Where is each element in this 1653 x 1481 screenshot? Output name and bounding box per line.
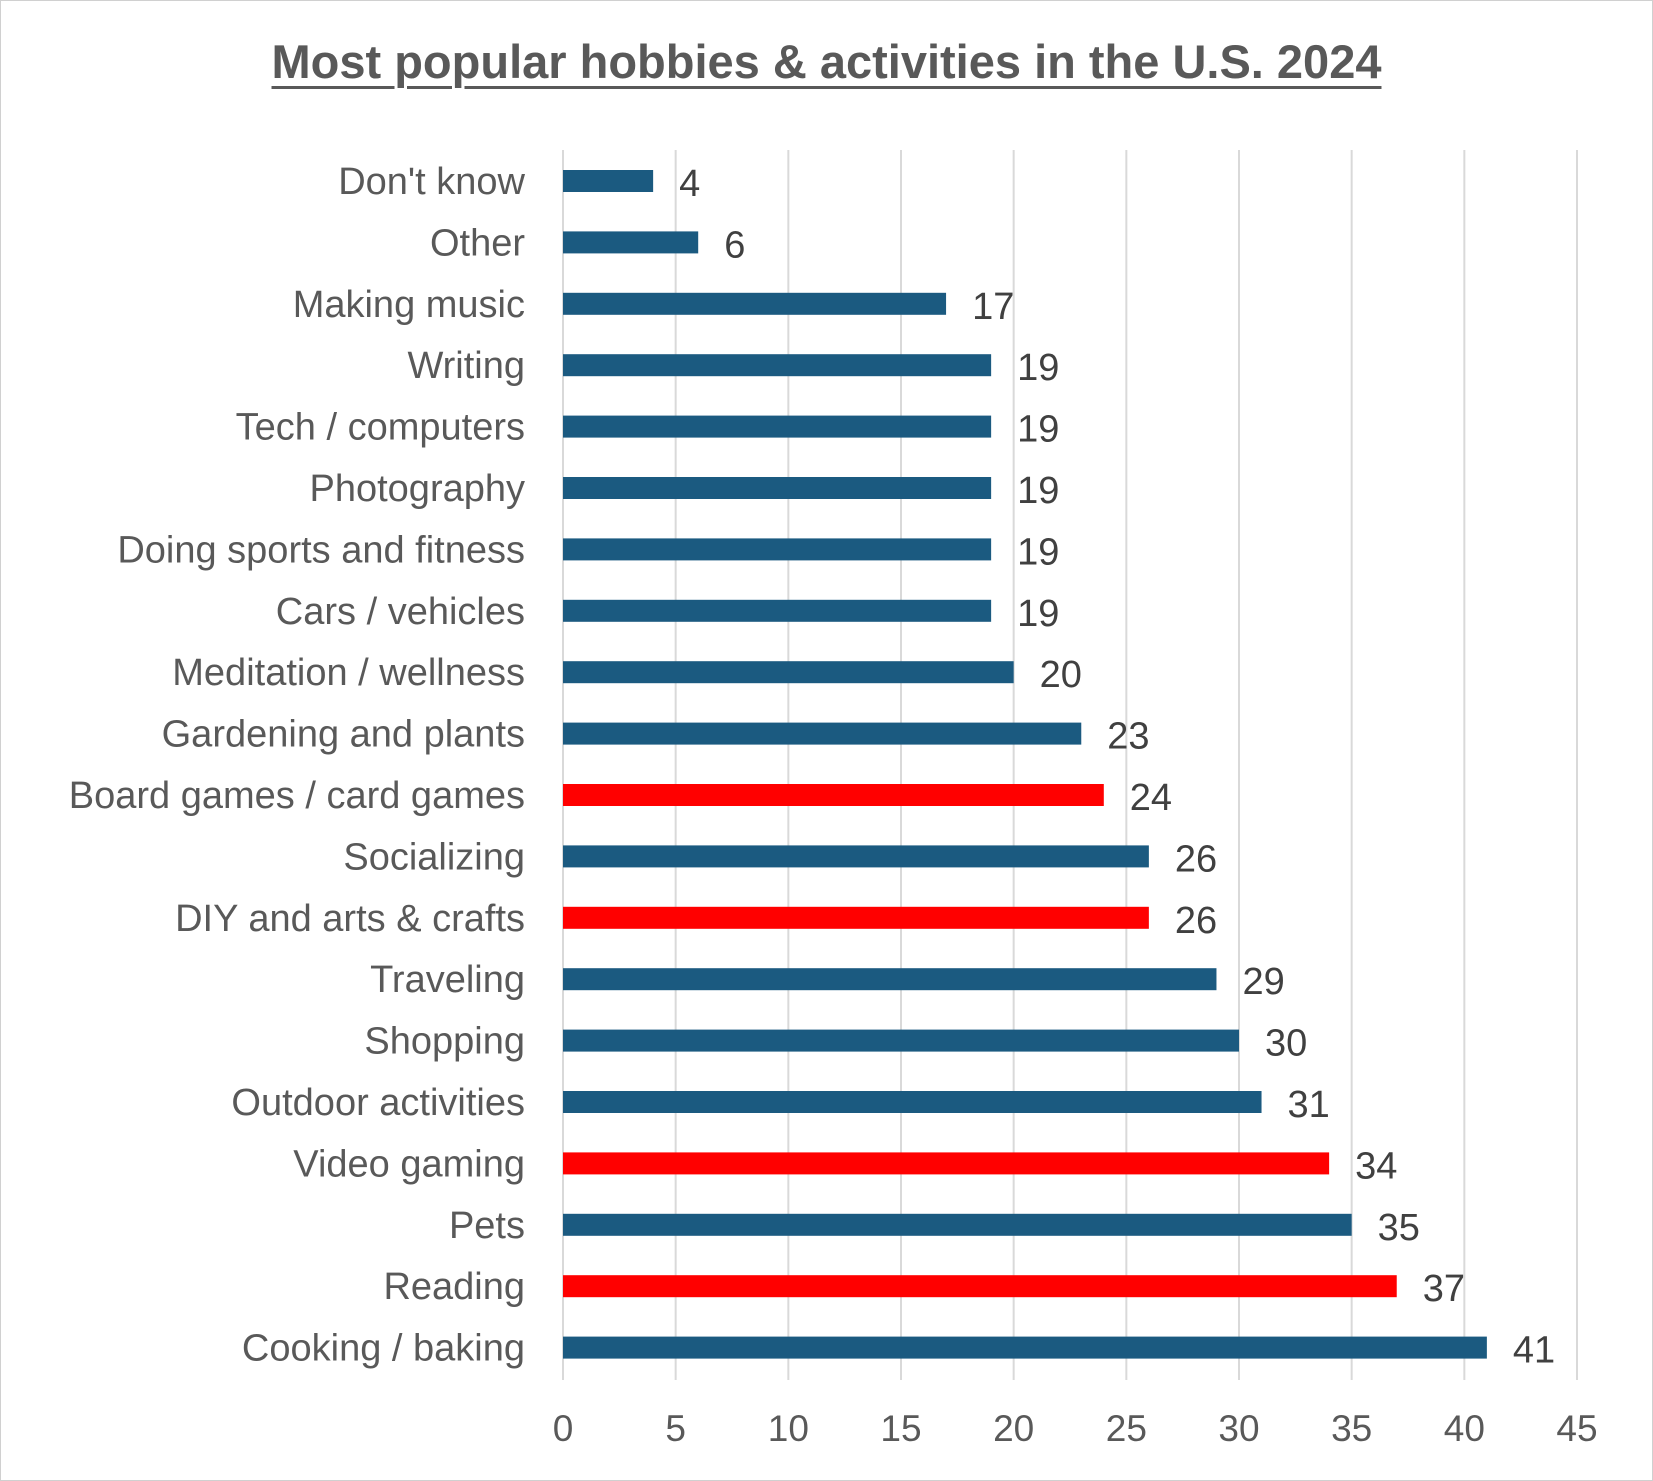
bar-layer	[563, 170, 1487, 1359]
category-label-11: Socializing	[343, 836, 525, 878]
x-tick-label-5: 5	[665, 1408, 686, 1449]
category-label-6: Doing sports and fitness	[117, 529, 525, 571]
value-label-1: 6	[724, 224, 745, 266]
bar-0	[563, 170, 654, 192]
x-tick-label-25: 25	[1106, 1408, 1147, 1449]
value-label-7: 19	[1017, 593, 1059, 635]
value-label-14: 30	[1265, 1023, 1307, 1065]
bar-19	[563, 1336, 1487, 1359]
bar-1	[563, 231, 699, 254]
value-label-17: 35	[1378, 1207, 1420, 1249]
x-tick-label-35: 35	[1331, 1408, 1372, 1449]
bar-11	[563, 845, 1149, 868]
bar-13	[563, 968, 1217, 991]
value-label-2: 17	[972, 286, 1014, 328]
category-label-5: Photography	[310, 468, 526, 510]
bar-17	[563, 1213, 1352, 1236]
bar-4	[563, 415, 992, 438]
x-tick-label-20: 20	[993, 1408, 1034, 1449]
category-label-3: Writing	[407, 345, 525, 387]
category-label-15: Outdoor activities	[231, 1082, 525, 1124]
value-label-3: 19	[1017, 347, 1059, 389]
value-label-6: 19	[1017, 531, 1059, 573]
category-label-16: Video gaming	[293, 1143, 525, 1185]
category-label-1: Other	[430, 222, 525, 264]
category-label-14: Shopping	[364, 1021, 525, 1063]
value-label-4: 19	[1017, 409, 1059, 451]
value-label-0: 4	[679, 163, 700, 205]
x-tick-label-0: 0	[553, 1408, 574, 1449]
bar-9	[563, 722, 1082, 745]
bar-7	[563, 599, 992, 622]
label-layer: Don't know 4 Other 6 Making music 17 Writing 19…	[69, 161, 1555, 1372]
x-axis-ticks: 0 5 10 15 20 25 30 35 40 45	[553, 1408, 1598, 1449]
value-label-10: 24	[1130, 777, 1172, 819]
value-label-15: 31	[1288, 1084, 1330, 1126]
bar-8	[563, 661, 1014, 684]
bar-12	[563, 906, 1149, 929]
bar-10	[563, 784, 1104, 806]
bar-18	[563, 1275, 1397, 1298]
x-tick-label-30: 30	[1218, 1408, 1259, 1449]
x-tick-label-45: 45	[1556, 1408, 1597, 1449]
bar-6	[563, 538, 992, 561]
category-label-18: Reading	[383, 1266, 525, 1308]
x-tick-label-15: 15	[880, 1408, 921, 1449]
value-label-11: 26	[1175, 838, 1217, 880]
category-label-7: Cars / vehicles	[276, 591, 525, 633]
category-label-0: Don't know	[338, 161, 525, 203]
bar-15	[563, 1091, 1262, 1113]
category-label-19: Cooking / baking	[242, 1328, 525, 1370]
value-label-5: 19	[1017, 470, 1059, 512]
bar-16	[563, 1152, 1330, 1175]
bar-3	[563, 354, 992, 377]
bar-14	[563, 1029, 1239, 1052]
category-label-17: Pets	[449, 1205, 525, 1247]
category-label-9: Gardening and plants	[162, 714, 525, 756]
value-label-18: 37	[1423, 1268, 1465, 1310]
chart-title: Most popular hobbies & activities in the…	[271, 35, 1382, 88]
value-label-12: 26	[1175, 900, 1217, 942]
value-label-8: 20	[1040, 654, 1082, 696]
grid-layer	[562, 150, 1578, 1380]
value-label-9: 23	[1107, 716, 1149, 758]
category-label-4: Tech / computers	[236, 407, 525, 449]
category-label-12: DIY and arts & crafts	[175, 898, 525, 940]
value-label-16: 34	[1355, 1145, 1397, 1187]
value-label-19: 41	[1513, 1330, 1555, 1372]
bar-2	[563, 292, 947, 315]
category-label-10: Board games / card games	[69, 775, 525, 817]
category-label-8: Meditation / wellness	[172, 652, 525, 694]
x-tick-label-40: 40	[1444, 1408, 1485, 1449]
value-label-13: 29	[1242, 961, 1284, 1003]
category-label-13: Traveling	[370, 959, 525, 1001]
bar-5	[563, 477, 992, 499]
x-tick-label-10: 10	[768, 1408, 809, 1449]
category-label-2: Making music	[293, 284, 525, 326]
